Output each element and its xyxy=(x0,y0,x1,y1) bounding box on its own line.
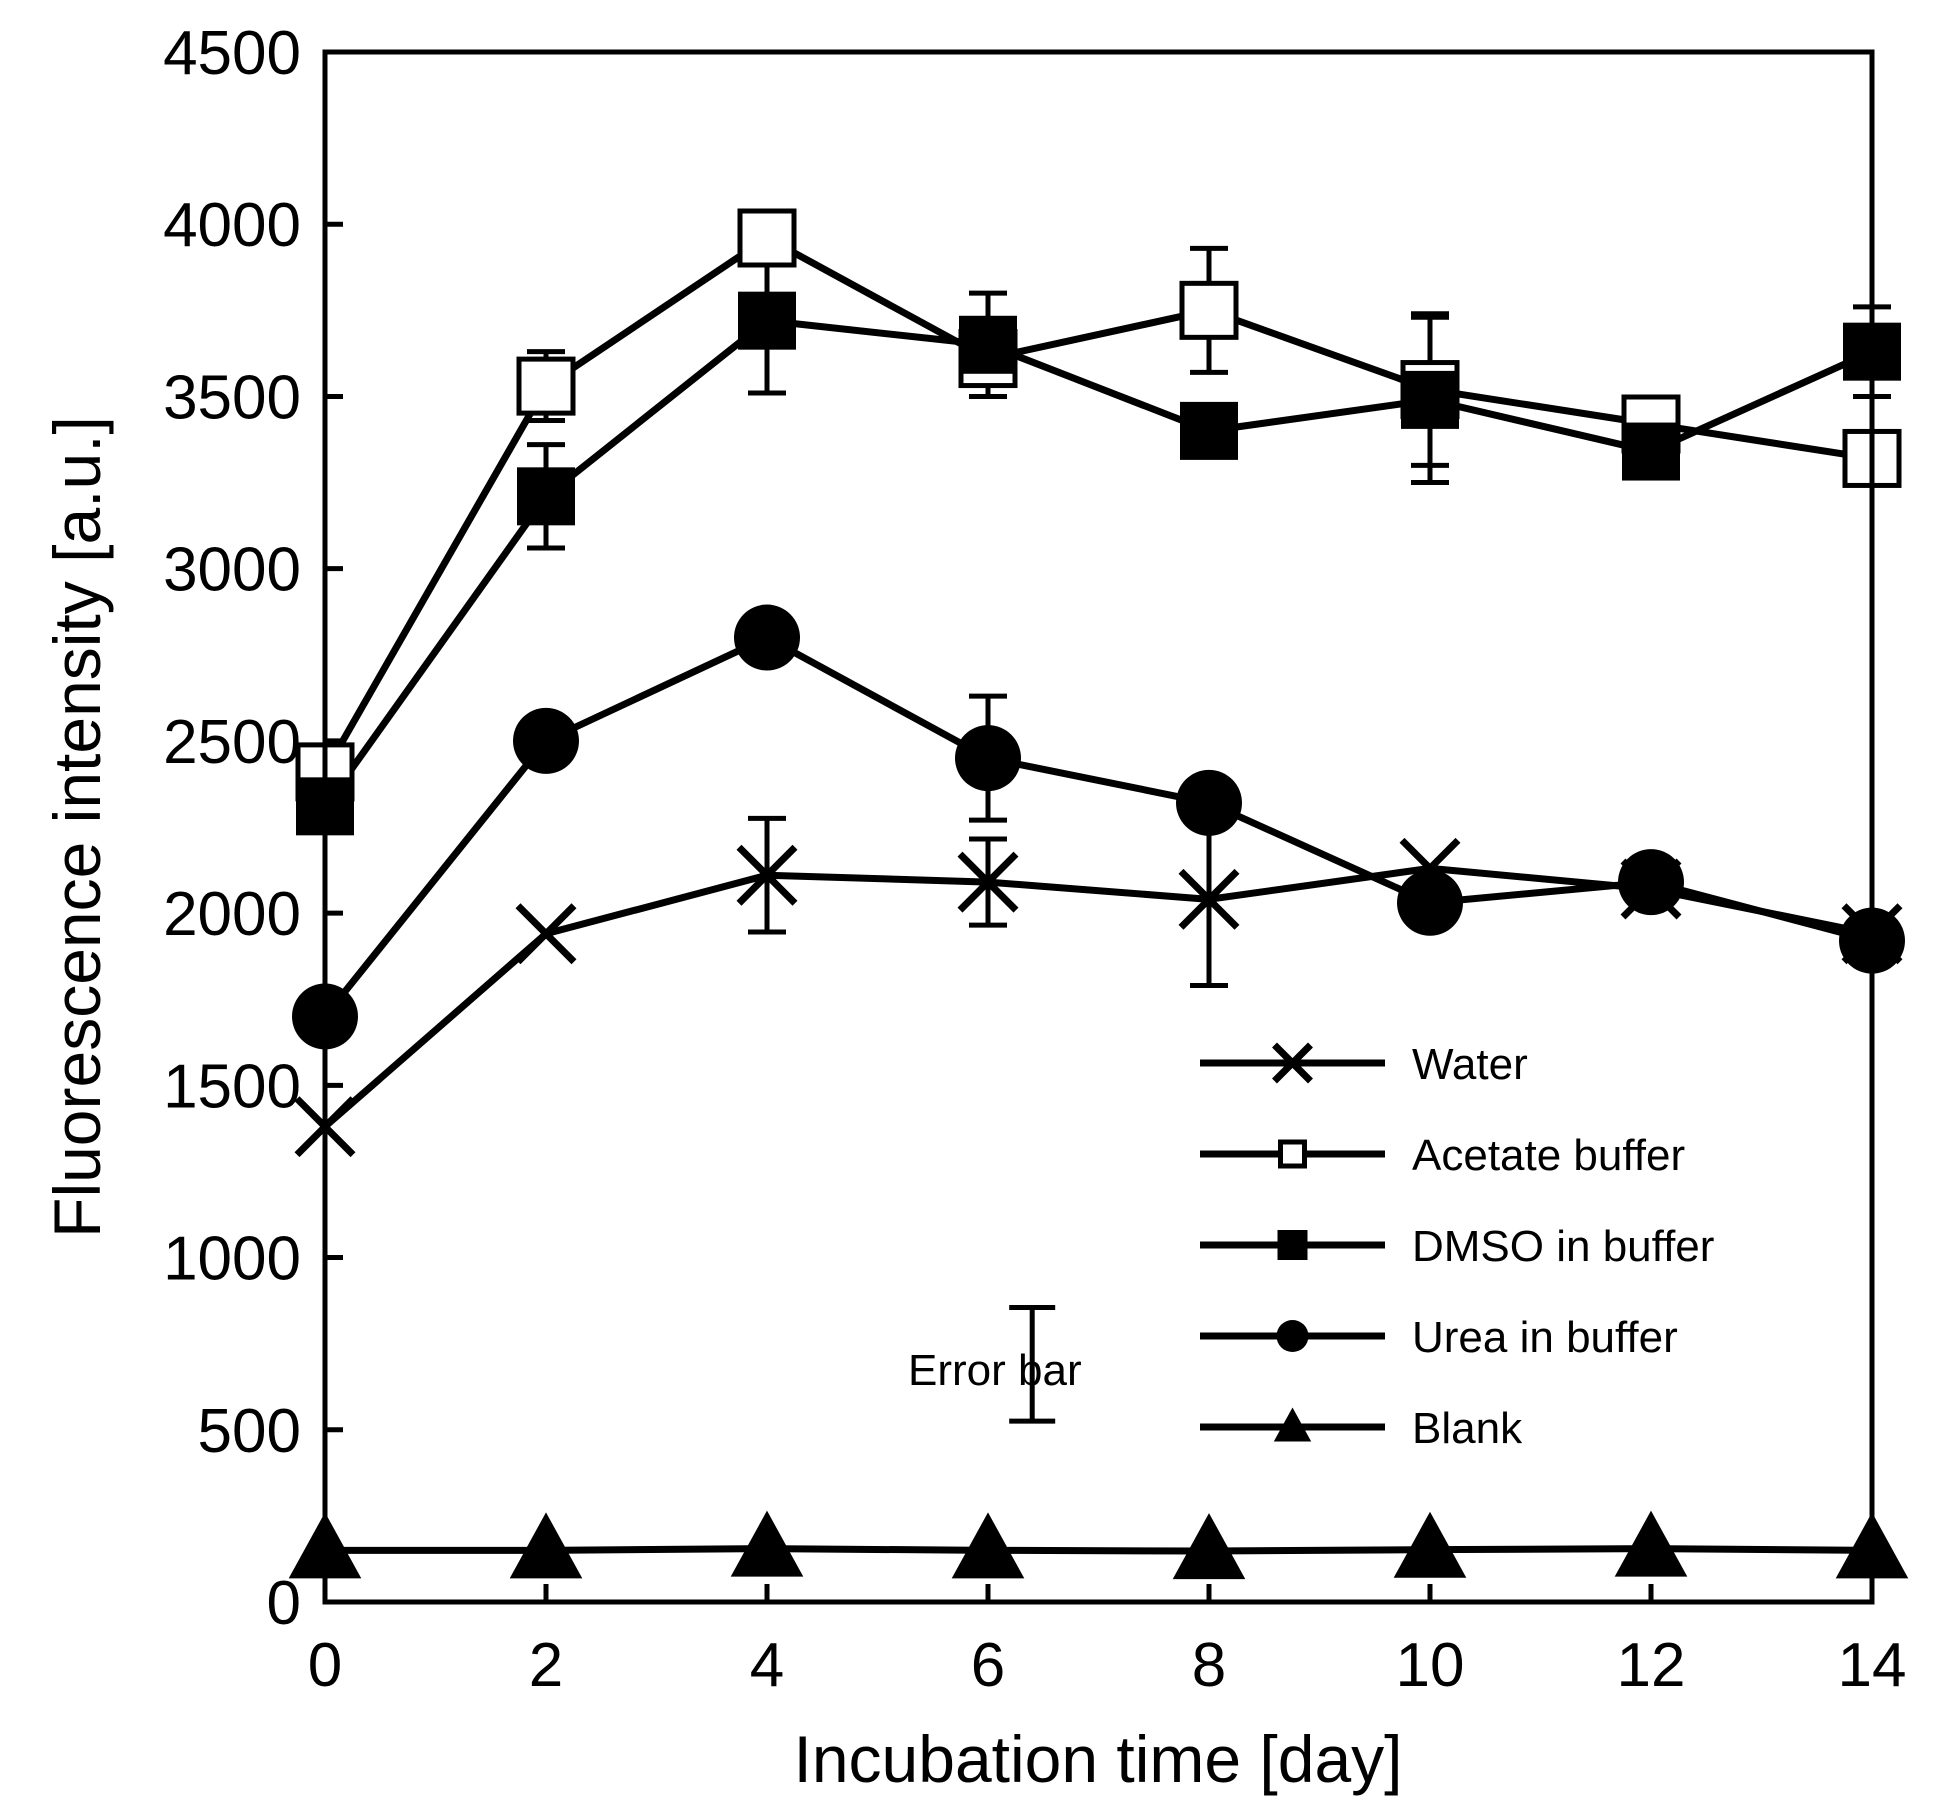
data-point-blank-day-4 xyxy=(730,1510,804,1577)
data-point-acetate-buffer-day-4 xyxy=(737,208,797,268)
error-bar-note: Error bar xyxy=(908,1305,1082,1424)
y-tick-label-3500: 3500 xyxy=(163,363,301,432)
data-point-blank-day-6 xyxy=(951,1512,1025,1579)
y-tick-label-3000: 3000 xyxy=(163,536,301,605)
data-point-blank-day-8 xyxy=(1172,1513,1246,1580)
x-tick-label-4: 4 xyxy=(750,1631,784,1700)
y-tick-label-1500: 1500 xyxy=(163,1052,301,1121)
x-axis-title: Incubation time [day] xyxy=(793,1722,1402,1796)
legend-label-acetate-buffer: Acetate buffer xyxy=(1412,1131,1685,1180)
legend-label-dmso-in-buffer: DMSO in buffer xyxy=(1412,1222,1714,1271)
data-point-water-day-4 xyxy=(736,844,798,906)
data-point-dmso-in-buffer-day-8 xyxy=(1180,401,1238,460)
data-point-urea-in-buffer-day-10 xyxy=(1397,869,1463,936)
legend-label-urea-in-buffer: Urea in buffer xyxy=(1412,1313,1678,1362)
data-point-dmso-in-buffer-day-10 xyxy=(1401,370,1459,429)
x-tick-label-12: 12 xyxy=(1617,1631,1686,1700)
axis-ticks: 0 2 4 6 8 10 12 14 0 500 1000 1500 2000 2500 3000 3500 4… xyxy=(163,19,1906,1700)
series-line-urea-in-buffer xyxy=(322,634,1873,1019)
data-point-dmso-in-buffer-day-6 xyxy=(959,315,1017,374)
data-point-urea-in-buffer-day-2 xyxy=(513,707,579,774)
data-point-urea-in-buffer-day-4 xyxy=(734,604,800,671)
x-tick-label-6: 6 xyxy=(971,1631,1005,1700)
series-line-blank xyxy=(325,1545,1873,1555)
y-tick-label-1000: 1000 xyxy=(163,1225,301,1294)
series-line-dmso-in-buffer xyxy=(322,317,1874,809)
error-bar-note-label: Error bar xyxy=(908,1346,1082,1395)
legend-item-water: Water xyxy=(1200,1040,1528,1089)
error-bar-note-glyph xyxy=(1009,1305,1056,1424)
data-point-acetate-buffer-day-8 xyxy=(1179,280,1239,340)
y-tick-label-4000: 4000 xyxy=(163,191,301,260)
legend-item-urea-in-buffer: Urea in buffer xyxy=(1200,1313,1678,1362)
legend-marker-acetate-buffer xyxy=(1278,1139,1307,1169)
y-axis-title: Fluorescence intensity [a.u.] xyxy=(40,416,114,1238)
x-tick-label-0: 0 xyxy=(308,1631,342,1700)
y-tick-label-2000: 2000 xyxy=(163,880,301,949)
data-point-water-day-2 xyxy=(515,903,577,965)
data-point-water-day-6 xyxy=(957,851,1019,913)
data-point-urea-in-buffer-day-8 xyxy=(1176,769,1242,836)
legend-item-acetate-buffer: Acetate buffer xyxy=(1200,1131,1685,1180)
data-point-urea-in-buffer-day-6 xyxy=(955,725,1021,792)
x-tick-label-8: 8 xyxy=(1192,1631,1226,1700)
legend-marker-dmso-in-buffer xyxy=(1277,1230,1308,1260)
y-tick-label-4500: 4500 xyxy=(163,19,301,88)
data-point-urea-in-buffer-day-12 xyxy=(1618,849,1684,916)
legend-label-water: Water xyxy=(1412,1040,1528,1089)
legend-marker-urea-in-buffer xyxy=(1276,1320,1309,1352)
x-tick-label-14: 14 xyxy=(1838,1631,1907,1700)
data-point-dmso-in-buffer-day-12 xyxy=(1622,422,1680,481)
x-tick-label-2: 2 xyxy=(529,1631,563,1700)
x-tick-label-10: 10 xyxy=(1396,1631,1465,1700)
data-point-acetate-buffer-day-2 xyxy=(516,356,576,416)
legend-marker-blank xyxy=(1273,1407,1312,1442)
y-tick-label-0: 0 xyxy=(267,1569,301,1638)
data-point-dmso-in-buffer-day-2 xyxy=(517,467,575,526)
data-point-blank-day-2 xyxy=(509,1512,583,1579)
series-line-acetate-buffer xyxy=(321,234,1873,774)
legend-item-dmso-in-buffer: DMSO in buffer xyxy=(1200,1222,1714,1271)
data-point-dmso-in-buffer-day-4 xyxy=(738,291,796,350)
legend: Water Acetate buffer DMSO in buffer Urea in… xyxy=(1200,1040,1714,1453)
legend-marker-water xyxy=(1272,1042,1313,1084)
data-point-blank-day-10 xyxy=(1393,1511,1467,1578)
data-point-water-day-8 xyxy=(1178,868,1240,930)
data-point-blank-day-12 xyxy=(1614,1510,1688,1577)
series-lines xyxy=(321,234,1874,1555)
y-tick-label-500: 500 xyxy=(198,1397,301,1466)
y-tick-label-2500: 2500 xyxy=(163,708,301,777)
legend-label-blank: Blank xyxy=(1412,1404,1523,1453)
plot-area-frame xyxy=(322,49,1875,1605)
legend-item-blank: Blank xyxy=(1200,1404,1523,1453)
